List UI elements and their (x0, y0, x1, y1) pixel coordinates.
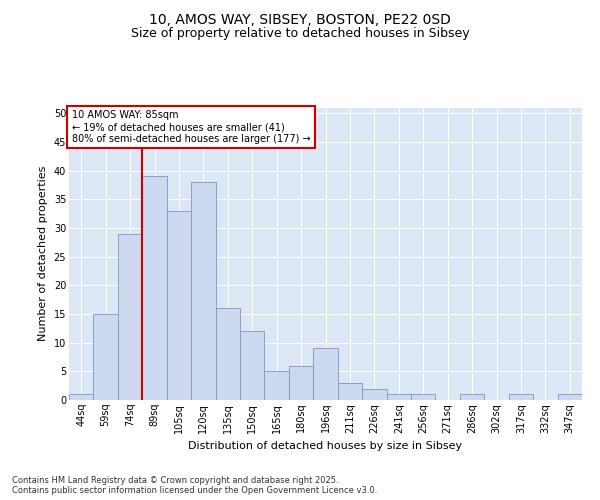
Bar (509, 394, 533, 400)
Text: Contains HM Land Registry data © Crown copyright and database right 2025.
Contai: Contains HM Land Registry data © Crown c… (12, 476, 377, 495)
Text: Size of property relative to detached houses in Sibsey: Size of property relative to detached ho… (131, 28, 469, 40)
Text: 10, AMOS WAY, SIBSEY, BOSTON, PE22 0SD: 10, AMOS WAY, SIBSEY, BOSTON, PE22 0SD (149, 12, 451, 26)
Bar (167, 210, 191, 400)
Bar (362, 388, 386, 400)
Bar (460, 394, 484, 400)
Bar (118, 234, 142, 400)
Bar (313, 348, 338, 400)
Text: 10 AMOS WAY: 85sqm
← 19% of detached houses are smaller (41)
80% of semi-detache: 10 AMOS WAY: 85sqm ← 19% of detached hou… (71, 110, 310, 144)
Bar (411, 394, 436, 400)
Bar (69, 394, 94, 400)
Bar (338, 383, 362, 400)
Bar (289, 366, 313, 400)
Y-axis label: Number of detached properties: Number of detached properties (38, 166, 48, 342)
Bar (557, 394, 582, 400)
Bar (142, 176, 167, 400)
X-axis label: Distribution of detached houses by size in Sibsey: Distribution of detached houses by size … (188, 441, 463, 451)
Bar (386, 394, 411, 400)
Bar (265, 372, 289, 400)
Bar (215, 308, 240, 400)
Bar (240, 331, 265, 400)
Bar (191, 182, 215, 400)
Bar (94, 314, 118, 400)
